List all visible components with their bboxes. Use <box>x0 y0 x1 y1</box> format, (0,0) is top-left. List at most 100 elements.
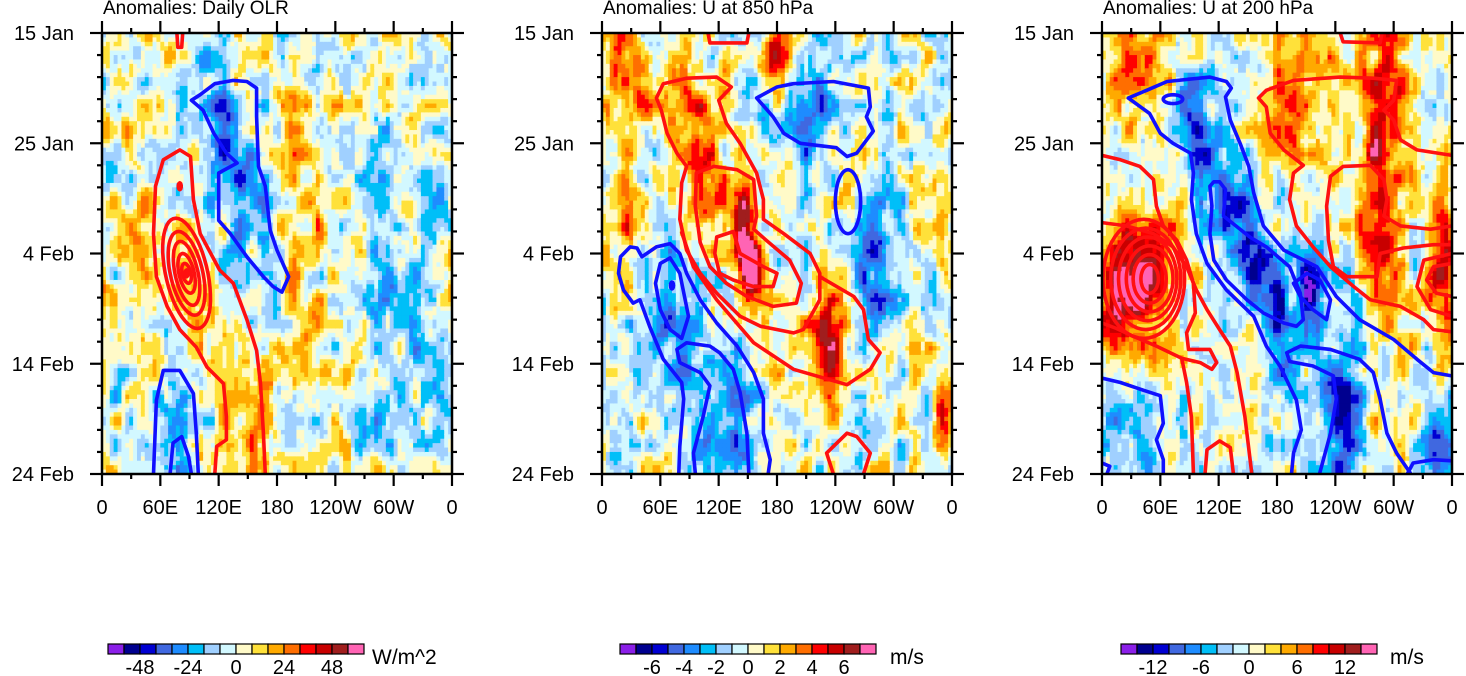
heatmap-cell <box>242 213 247 219</box>
heatmap-cell <box>102 288 107 294</box>
heatmap-cell <box>265 152 270 158</box>
heatmap-cell <box>245 156 251 162</box>
heatmap-cell <box>121 59 126 65</box>
heatmap-cell <box>269 204 274 210</box>
heatmap-cell <box>288 103 294 109</box>
heatmap-cell <box>203 460 208 466</box>
heatmap-cell <box>113 90 119 96</box>
heatmap-cell <box>102 368 107 374</box>
heatmap-cell <box>160 227 165 233</box>
heatmap-cell <box>113 385 119 391</box>
heatmap-cell <box>102 85 107 91</box>
heatmap-cell <box>191 297 196 303</box>
heatmap-cell <box>218 103 224 109</box>
heatmap-cell <box>140 434 146 440</box>
heatmap-cell <box>148 77 154 83</box>
heatmap-cell <box>148 55 154 61</box>
heatmap-cell <box>277 359 282 365</box>
heatmap-cell <box>168 55 173 61</box>
heatmap-cell <box>152 394 158 400</box>
heatmap-cell <box>284 187 290 193</box>
heatmap-cell <box>199 434 204 440</box>
heatmap-cell <box>148 235 154 241</box>
heatmap-cell <box>265 447 270 453</box>
heatmap-cell <box>179 385 185 391</box>
heatmap-cell <box>164 288 169 294</box>
heatmap-cell <box>144 147 150 153</box>
heatmap-cell <box>249 451 255 457</box>
heatmap-cell <box>261 152 266 158</box>
heatmap-cell <box>222 240 228 246</box>
heatmap-cell <box>234 363 239 369</box>
heatmap-cell <box>249 407 255 413</box>
heatmap-cell <box>261 209 266 215</box>
heatmap-cell <box>253 385 259 391</box>
heatmap-cell <box>273 90 278 96</box>
heatmap-cell <box>175 196 181 202</box>
heatmap-cell <box>160 59 165 65</box>
heatmap-cell <box>168 178 173 184</box>
heatmap-cell <box>273 235 278 241</box>
heatmap-cell <box>195 160 200 166</box>
heatmap-cell <box>253 403 259 409</box>
heatmap-cell <box>284 341 290 347</box>
heatmap-cell <box>288 235 294 241</box>
heatmap-cell <box>144 112 150 118</box>
heatmap-cell <box>273 425 278 431</box>
heatmap-cell <box>234 107 239 113</box>
heatmap-cell <box>105 121 111 127</box>
heatmap-cell <box>214 37 220 43</box>
heatmap-cell <box>245 143 251 149</box>
heatmap-cell <box>121 50 126 56</box>
heatmap-cell <box>179 425 185 431</box>
heatmap-cell <box>195 328 200 334</box>
heatmap-cell <box>129 297 134 303</box>
heatmap-cell <box>129 302 134 308</box>
heatmap-cell <box>249 196 255 202</box>
heatmap-cell <box>121 253 126 259</box>
heatmap-cell <box>234 249 239 255</box>
heatmap-cell <box>140 302 146 308</box>
heatmap-cell <box>102 37 107 43</box>
heatmap-cell <box>102 465 107 471</box>
heatmap-cell <box>199 55 204 61</box>
heatmap-cell <box>284 293 290 299</box>
heatmap-cell <box>269 160 274 166</box>
heatmap-cell <box>195 165 200 171</box>
heatmap-cell <box>234 257 239 263</box>
heatmap-cell <box>245 107 251 113</box>
heatmap-cell <box>284 178 290 184</box>
heatmap-cell <box>242 63 247 69</box>
heatmap-cell <box>218 112 224 118</box>
heatmap-cell <box>245 275 251 281</box>
heatmap-cell <box>125 394 130 400</box>
heatmap-cell <box>261 169 266 175</box>
heatmap-cell <box>234 187 239 193</box>
heatmap-cell <box>102 443 107 449</box>
heatmap-cell <box>137 324 142 330</box>
heatmap-cell <box>144 196 150 202</box>
heatmap-cell <box>214 59 220 65</box>
heatmap-cell <box>214 421 220 427</box>
heatmap-cell <box>214 288 220 294</box>
heatmap-cell <box>257 143 263 149</box>
heatmap-cell <box>105 46 111 52</box>
heatmap-cell <box>175 350 181 356</box>
heatmap-cell <box>207 59 212 65</box>
heatmap-cell <box>292 324 298 330</box>
heatmap-cell <box>265 354 270 360</box>
heatmap-cell <box>210 156 216 162</box>
heatmap-cell <box>257 438 263 444</box>
heatmap-cell <box>105 416 111 422</box>
heatmap-cell <box>261 368 266 374</box>
heatmap-cell <box>133 394 138 400</box>
heatmap-cell <box>133 363 138 369</box>
heatmap-cell <box>207 390 212 396</box>
heatmap-cell <box>230 412 235 418</box>
heatmap-cell <box>292 152 298 158</box>
heatmap-cell <box>172 134 177 140</box>
heatmap-cell <box>207 403 212 409</box>
heatmap-cell <box>117 125 123 131</box>
heatmap-cell <box>226 55 231 61</box>
heatmap-cell <box>183 59 189 65</box>
